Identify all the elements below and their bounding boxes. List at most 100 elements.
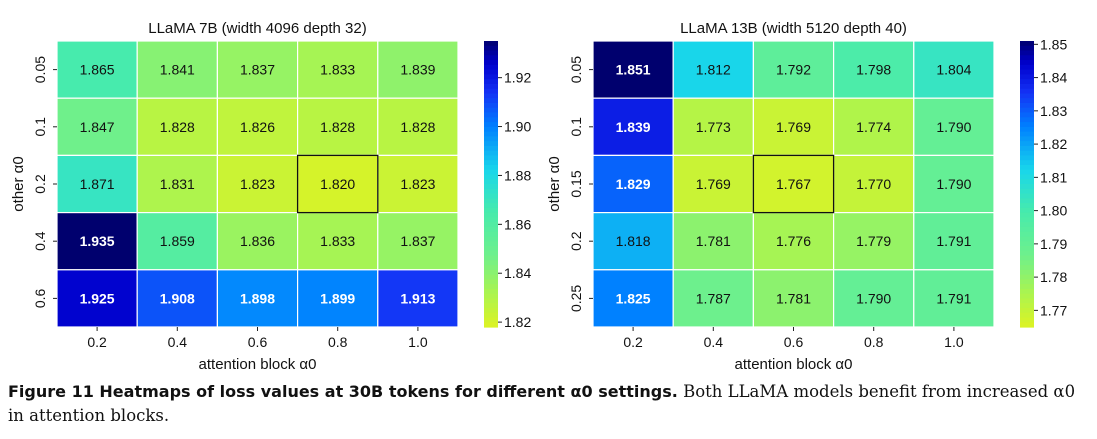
left-colorbar-tick-label: 1.92 [504,70,531,86]
right-colorbar-segment [1020,307,1034,314]
right-heatmap-cell [752,212,835,271]
left-cell-label: 1.826 [240,119,275,135]
left-colorbar-segment [484,322,498,328]
left-colorbar-segment [484,112,498,118]
left-cell-label: 1.859 [160,233,195,249]
left-colorbar-segment [484,269,498,276]
right-colorbar-segment [1020,83,1034,90]
right-colorbar-segment [1020,93,1034,99]
left-colorbar-segment [484,174,498,180]
right-colorbar-tick-label: 1.80 [1040,203,1067,219]
left-cell-label: 1.828 [400,119,435,135]
right-colorbar-segment [1020,50,1034,56]
left-colorbar-segment [484,126,498,133]
right-colorbar-segment [1020,188,1034,195]
right-colorbar-segment [1020,88,1034,95]
left-cell-label: 1.831 [160,176,195,192]
left-colorbar-segment [484,164,498,171]
left-heatmap-cell [136,154,218,214]
right-colorbar-segment [1020,269,1034,276]
left-heatmap-cell [136,212,218,271]
right-colorbar-segment [1020,79,1034,85]
right-cell-label: 1.804 [936,62,971,78]
left-colorbar-segment [484,131,498,137]
left-y-tick-label: 0.6 [32,288,48,308]
caption-lead: Figure 11 Heatmaps of loss values at 30B… [8,382,678,401]
left-heatmap-cell [216,269,299,328]
left-colorbar-segment [484,312,498,319]
left-cell-label: 1.935 [80,233,115,249]
right-cell-label: 1.781 [776,290,811,306]
right-colorbar-segment [1020,179,1034,185]
right-x-tick-label: 0.2 [623,334,643,350]
left-colorbar-segment [484,102,498,109]
right-cell-label: 1.818 [616,233,651,249]
right-heatmap-cell [592,154,674,214]
right-colorbar-segment [1020,164,1034,171]
right-colorbar-segment [1020,274,1034,280]
left-x-tick-label: 1.0 [408,334,428,350]
left-cell-label: 1.841 [160,62,195,78]
right-heatmap-cell [752,97,835,156]
right-cell-label: 1.774 [856,119,891,135]
left-colorbar-segment [484,60,498,66]
right-colorbar-tick-label: 1.83 [1040,103,1067,119]
right-cell-label: 1.769 [776,119,811,135]
right-colorbar-segment [1020,174,1034,180]
left-colorbar-segment [484,260,498,266]
right-cell-label: 1.798 [856,62,891,78]
left-cell-label: 1.833 [320,62,355,78]
right-cell-label: 1.770 [856,176,891,192]
right-colorbar-segment [1020,303,1034,309]
right-colorbar-segment [1020,312,1034,319]
right-heatmap-cell [672,40,755,99]
left-colorbar-tick-label: 1.88 [504,167,531,183]
right-colorbar-segment [1020,255,1034,261]
right-colorbar-segment [1020,288,1034,295]
right-colorbar-segment [1020,322,1034,328]
right-colorbar-segment [1020,136,1034,142]
left-colorbar-segment [484,83,498,90]
right-colorbar-segment [1020,217,1034,223]
left-colorbar-segment [484,307,498,314]
right-colorbar-tick-label: 1.79 [1040,236,1067,252]
left-colorbar-segment [484,74,498,80]
left-cell-label: 1.823 [240,176,275,192]
left-x-tick-label: 0.2 [87,334,107,350]
right-cell-label: 1.791 [936,233,971,249]
left-cell-label: 1.823 [400,176,435,192]
right-cell-label: 1.776 [776,233,811,249]
left-colorbar-segment [484,207,498,214]
left-colorbar-segment [484,98,498,104]
left-colorbar-segment [484,184,498,190]
left-x-tick-label: 0.6 [248,334,268,350]
left-colorbar-segment [484,188,498,195]
right-heatmap-cell [752,154,835,214]
figure-caption: Figure 11 Heatmaps of loss values at 30B… [8,380,1088,428]
left-colorbar-segment [484,255,498,261]
left-colorbar-tick-label: 1.90 [504,119,531,135]
left-colorbar-segment [484,117,498,123]
right-x-tick-label: 0.8 [864,334,884,350]
right-colorbar-segment [1020,265,1034,271]
left-colorbar-segment [484,222,498,228]
right-cell-label: 1.790 [936,119,971,135]
right-colorbar-segment [1020,122,1034,128]
left-cell-label: 1.898 [240,290,275,306]
figure: LLaMA 7B (width 4096 depth 32)1.865 1.841… [10,20,1067,373]
left-colorbar-segment [484,160,498,166]
right-colorbar-segment [1020,112,1034,118]
left-colorbar-segment [484,69,498,75]
right-heatmap-cell [592,269,674,328]
right-cell-label: 1.781 [696,233,731,249]
left-colorbar-segment [484,317,498,323]
right-colorbar-segment [1020,212,1034,218]
left-colorbar-segment [484,212,498,218]
left-cell-label: 1.837 [240,62,275,78]
left-cell-label: 1.828 [320,119,355,135]
right-heatmap-cell [592,212,674,271]
right-colorbar-tick-label: 1.81 [1040,169,1067,185]
right-cell-label: 1.792 [776,62,811,78]
right-colorbar-segment [1020,207,1034,214]
left-colorbar-tick-label: 1.84 [504,265,531,281]
